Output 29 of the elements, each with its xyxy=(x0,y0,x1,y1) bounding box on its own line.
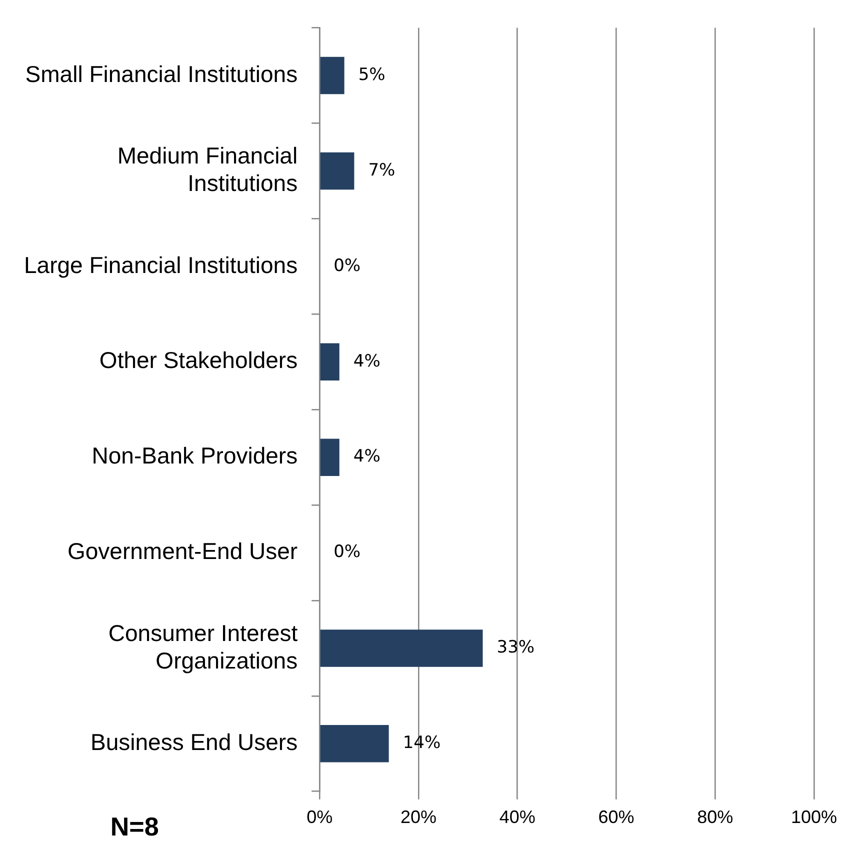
data-label: 0% xyxy=(334,256,361,276)
bar xyxy=(320,56,344,94)
y-tick-label: Large Financial Institutions xyxy=(24,252,298,278)
y-tick-label: Other Stakeholders xyxy=(99,347,298,374)
x-tick-label: 40% xyxy=(499,807,536,828)
bar xyxy=(320,630,483,667)
y-tick-label: Non-Bank Providers xyxy=(92,442,298,469)
x-tick-label: 100% xyxy=(790,807,838,828)
x-tick-label: 60% xyxy=(598,807,634,828)
y-tick-label: Government-End User xyxy=(68,538,298,564)
x-tick-label: 80% xyxy=(697,807,734,828)
y-tick-label: Small Financial Institutions xyxy=(25,60,298,87)
x-tick-label: 0% xyxy=(306,807,333,828)
y-tick-label: Medium Financial Institutions xyxy=(117,142,298,196)
data-label: 7% xyxy=(368,160,396,180)
data-label: 14% xyxy=(402,733,441,754)
data-label: 5% xyxy=(358,64,386,85)
text: N=8 xyxy=(110,812,159,842)
bar xyxy=(320,343,340,380)
y-tick-label: Business End Users xyxy=(90,729,298,756)
bar xyxy=(320,438,340,476)
data-label: 0% xyxy=(334,542,361,562)
data-label: 4% xyxy=(353,351,380,372)
bar xyxy=(320,725,389,762)
data-label: 4% xyxy=(353,446,380,467)
y-tick-label: Consumer Interest Organizations xyxy=(108,620,298,674)
x-tick-label: 20% xyxy=(400,807,436,828)
data-label: 33% xyxy=(496,638,535,658)
bar xyxy=(320,152,354,190)
